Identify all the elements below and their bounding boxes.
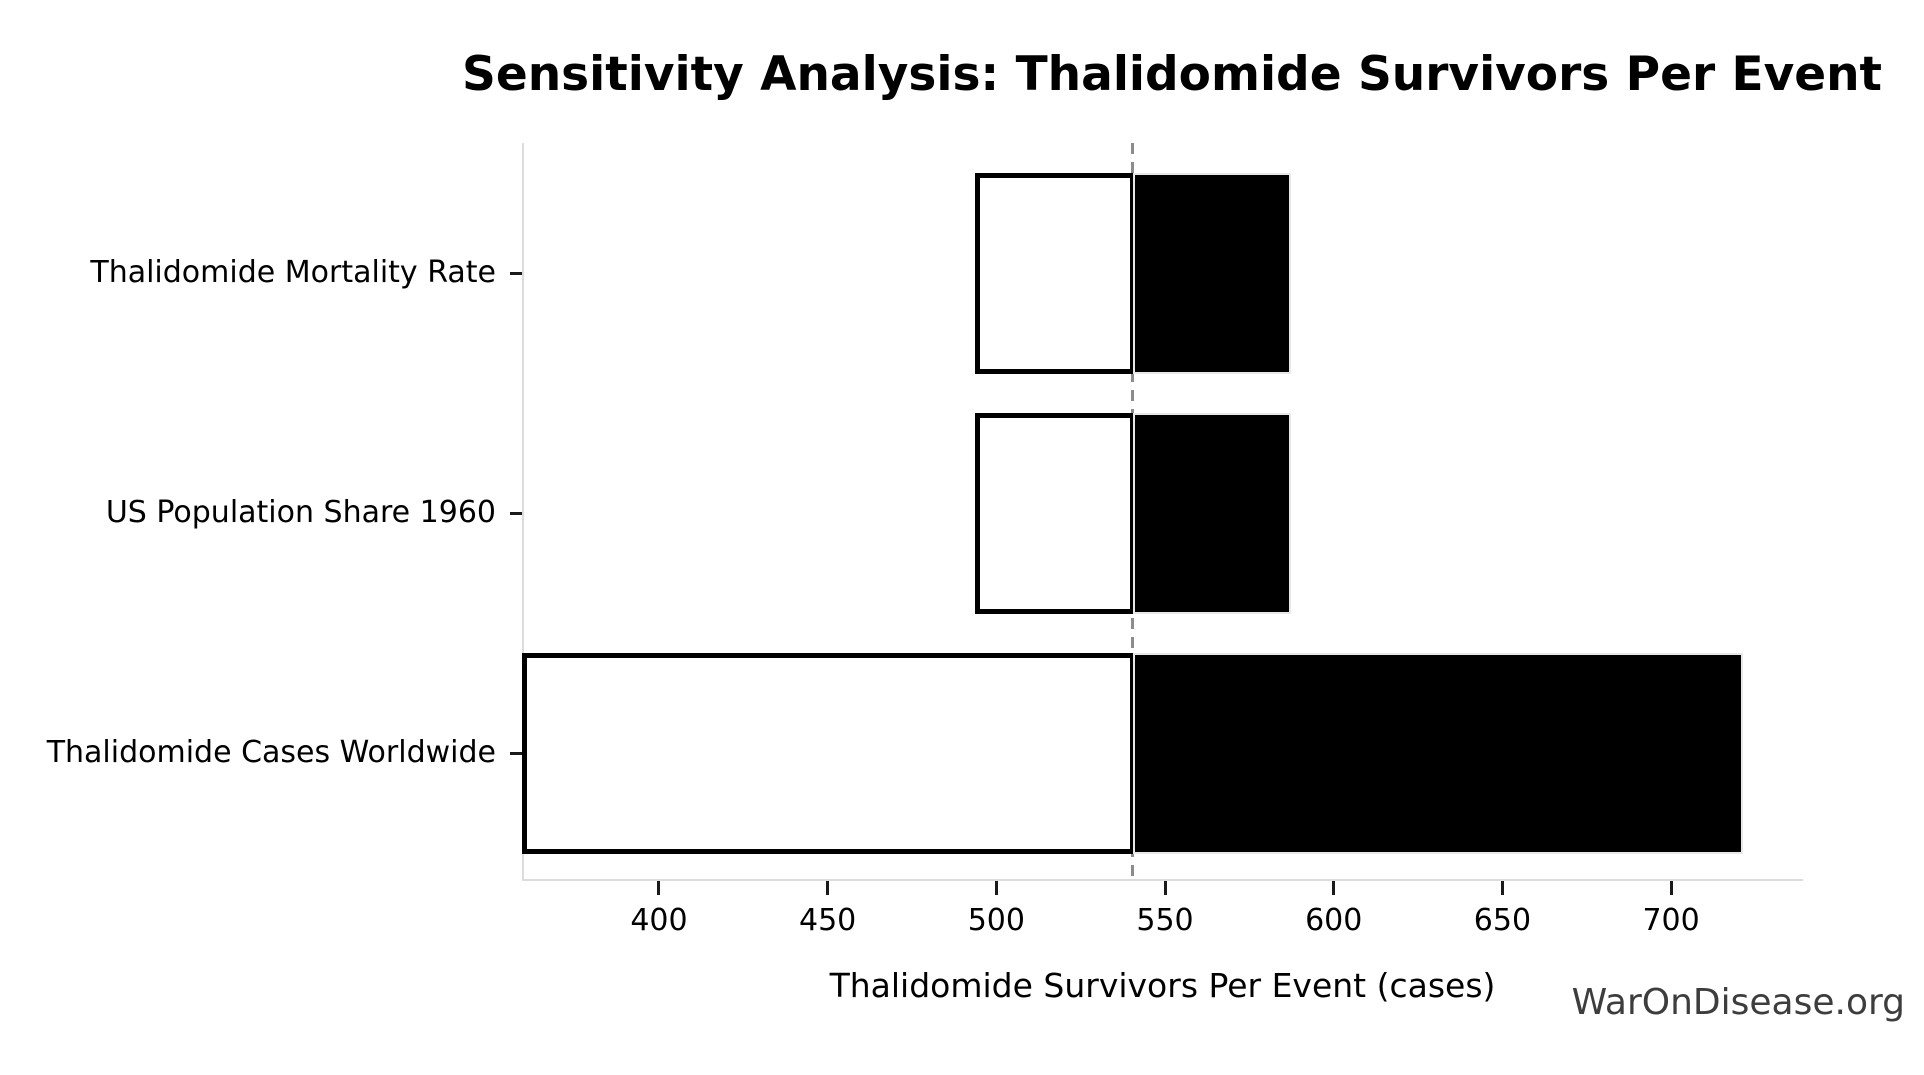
chart-title: Sensitivity Analysis: Thalidomide Surviv…: [462, 47, 1883, 102]
x-tick-label: 650: [1473, 903, 1532, 938]
x-tick-label: 550: [1136, 903, 1194, 938]
x-tick: [1163, 881, 1167, 895]
x-axis-spine: [522, 879, 1803, 881]
x-tick-label: 500: [967, 903, 1025, 938]
y-tick: [510, 271, 522, 275]
y-axis-label: US Population Share 1960: [105, 495, 496, 530]
x-tick: [1500, 881, 1504, 895]
x-tick-label: 600: [1305, 903, 1363, 938]
bar-low-segment: [521, 652, 1136, 854]
y-axis-label: Thalidomide Cases Worldwide: [46, 735, 496, 770]
x-tick: [1669, 881, 1673, 895]
bar-low-segment: [975, 412, 1136, 614]
bar-high-segment: [1132, 412, 1291, 614]
x-tick: [657, 881, 661, 895]
bar-low-segment: [975, 172, 1136, 374]
watermark: WarOnDisease.org: [1571, 982, 1905, 1023]
y-axis-spine: [522, 143, 524, 881]
bar-high-segment: [1132, 652, 1743, 854]
y-tick: [510, 751, 522, 755]
x-tick-label: 700: [1642, 903, 1700, 938]
x-tick: [994, 881, 998, 895]
x-tick: [1332, 881, 1336, 895]
y-axis-label: Thalidomide Mortality Rate: [90, 255, 496, 290]
x-tick-label: 450: [799, 903, 857, 938]
bar-high-segment: [1132, 172, 1291, 374]
x-tick-label: 400: [630, 903, 688, 938]
y-tick: [510, 511, 522, 515]
x-tick: [826, 881, 830, 895]
x-axis-label: Thalidomide Survivors Per Event (cases): [829, 966, 1496, 1005]
plot-area: [521, 143, 1801, 879]
